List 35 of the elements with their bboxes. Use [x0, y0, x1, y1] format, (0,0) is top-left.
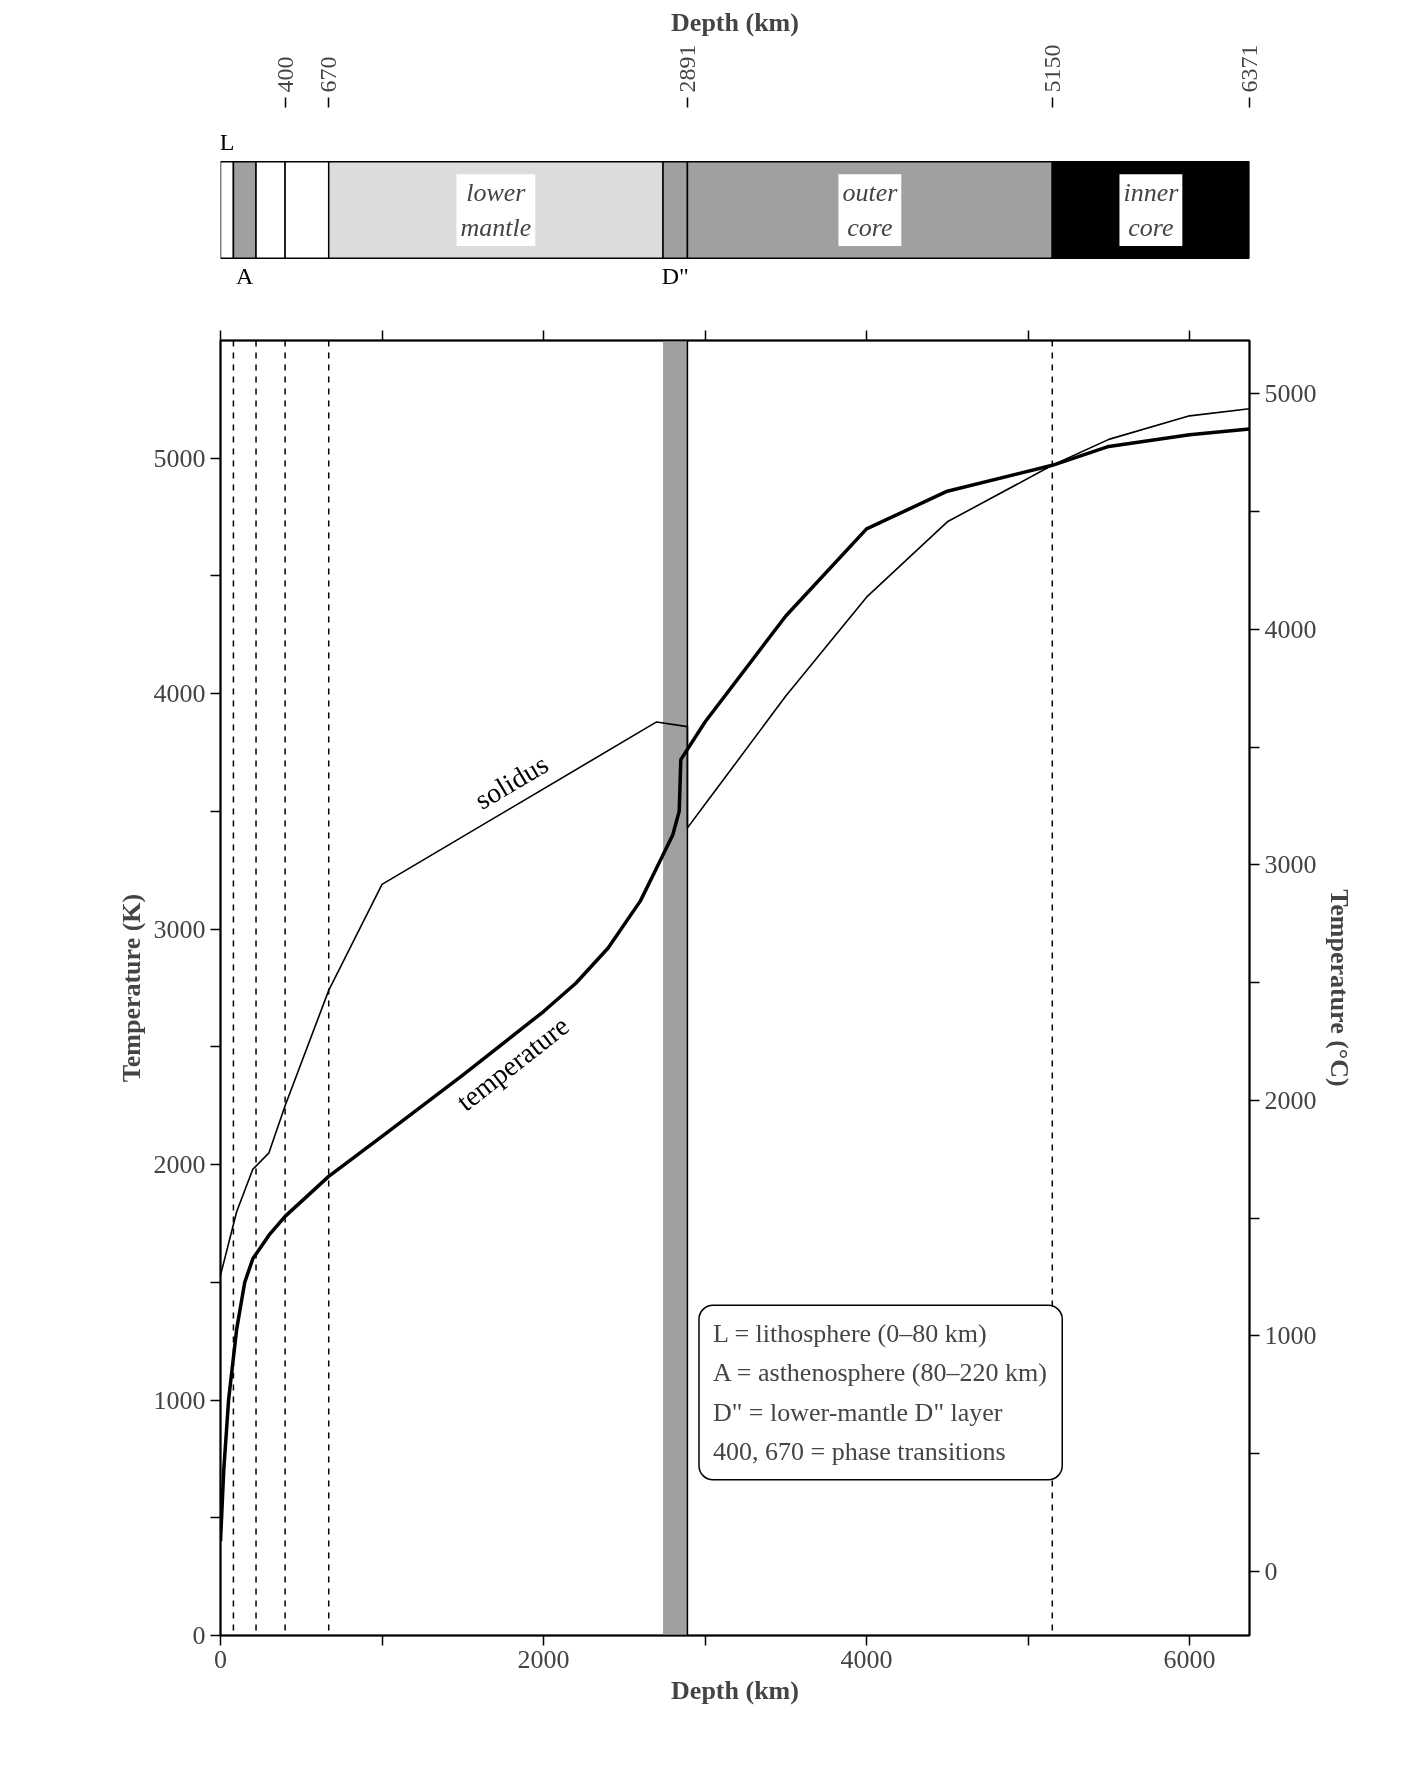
y2-tick-label: 4000 [1264, 614, 1317, 644]
y2-tick-label: 2000 [1264, 1085, 1317, 1115]
annotation: D" = lower-mantle D" layer [712, 1397, 1003, 1427]
x-tick-label: 400 [271, 56, 298, 93]
series-label: D" [661, 262, 689, 289]
y2-tick-label: 3000 [1264, 850, 1317, 880]
y2-tick-label: 5000 [1264, 379, 1317, 409]
series-label: inner core [1123, 178, 1180, 242]
y-axis-title: Temperature (K) [116, 893, 146, 1083]
y2-tick-label: 1000 [1264, 1321, 1317, 1351]
series-label: L [219, 129, 235, 156]
y-tick-label: 4000 [153, 679, 206, 709]
x-tick-label: 670 [315, 56, 342, 93]
y2-tick-label: 0 [1264, 1556, 1278, 1586]
x-tick-label: 2891 [673, 44, 700, 93]
y-tick-label: 3000 [153, 914, 206, 944]
y2-axis-title: Temperature (°C) [1324, 889, 1354, 1087]
x-axis-title: Depth (km) [671, 1675, 799, 1705]
chart-title: Depth (km) [671, 7, 799, 37]
series-label: outer core [842, 178, 899, 242]
annotation: L = lithosphere (0–80 km) [712, 1319, 987, 1349]
x-tick-label: 2000 [517, 1644, 570, 1674]
series-label: A [236, 262, 255, 289]
y-tick-label: 1000 [153, 1385, 206, 1415]
x-tick-label: 0 [214, 1644, 227, 1674]
x-tick-label: 6371 [1236, 44, 1262, 93]
x-tick-label: 5150 [1038, 44, 1065, 93]
y-tick-label: 0 [192, 1621, 206, 1650]
x-tick-label: 4000 [840, 1644, 893, 1674]
annotation: A = asthenosphere (80–220 km) [712, 1358, 1047, 1388]
y-tick-label: 5000 [153, 443, 206, 473]
y-tick-label: 2000 [153, 1150, 206, 1180]
annotation: 400, 670 = phase transitions [712, 1436, 1006, 1466]
x-tick-label: 6000 [1163, 1644, 1216, 1674]
series-label: lower mantle [460, 178, 532, 242]
